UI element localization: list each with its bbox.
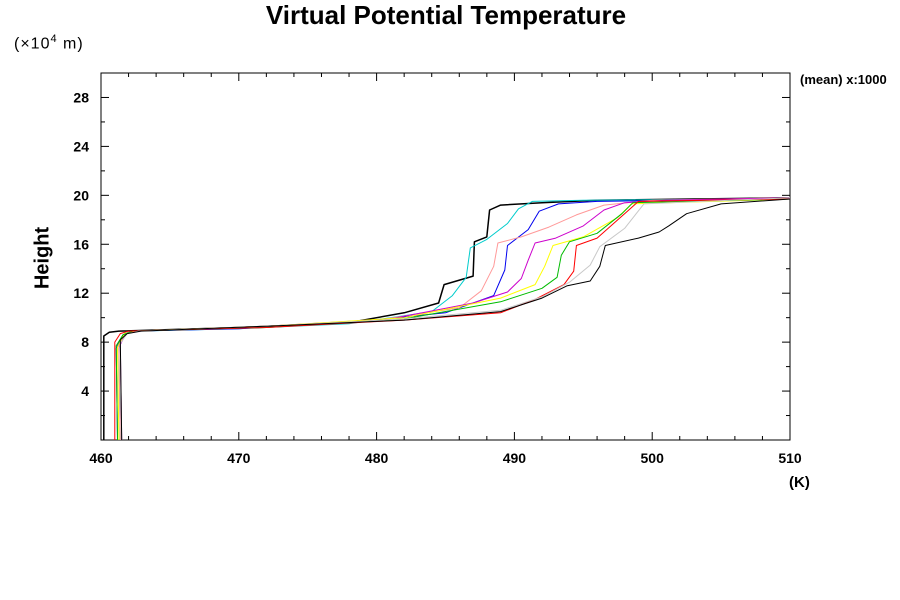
y-tick-label: 4 <box>81 383 89 399</box>
y-tick-label: 16 <box>73 236 89 252</box>
series-group <box>103 197 791 441</box>
series-line <box>115 198 791 441</box>
y-axis-unit: (×104 m) <box>14 33 84 53</box>
series-line <box>115 198 791 441</box>
axis-tick-labels: 460 470 480 490 500 510 4 8 12 16 20 24 28 <box>73 89 801 466</box>
y-tick-label: 20 <box>73 187 89 203</box>
y-unit-suffix: m) <box>57 35 84 53</box>
x-tick-label: 470 <box>227 450 251 466</box>
x-tick-label: 480 <box>365 450 389 466</box>
mean-annotation: (mean) x:1000 <box>800 72 887 87</box>
y-unit-prefix: (×10 <box>14 35 51 53</box>
y-axis-label: Height <box>31 226 54 290</box>
series-line <box>119 197 791 441</box>
x-tick-label: 460 <box>89 450 113 466</box>
series-line <box>114 198 791 440</box>
chart-title: Virtual Potential Temperature <box>265 0 627 30</box>
y-tick-label: 28 <box>73 89 89 105</box>
y-tick-label: 8 <box>81 334 89 350</box>
series-line <box>119 197 791 441</box>
y-unit-exponent: 4 <box>50 33 58 45</box>
x-tick-label: 490 <box>503 450 527 466</box>
plot-frame <box>100 72 791 441</box>
x-tick-label: 500 <box>641 450 665 466</box>
x-tick-label: 510 <box>778 450 802 466</box>
series-line <box>118 197 791 441</box>
series-line <box>119 198 791 441</box>
series-line <box>103 197 791 440</box>
x-axis-label: (K) <box>789 474 810 491</box>
y-tick-label: 24 <box>73 138 89 154</box>
series-line <box>117 198 791 441</box>
series-line <box>118 198 791 441</box>
axis-ticks <box>100 73 791 440</box>
y-tick-label: 12 <box>73 285 89 301</box>
